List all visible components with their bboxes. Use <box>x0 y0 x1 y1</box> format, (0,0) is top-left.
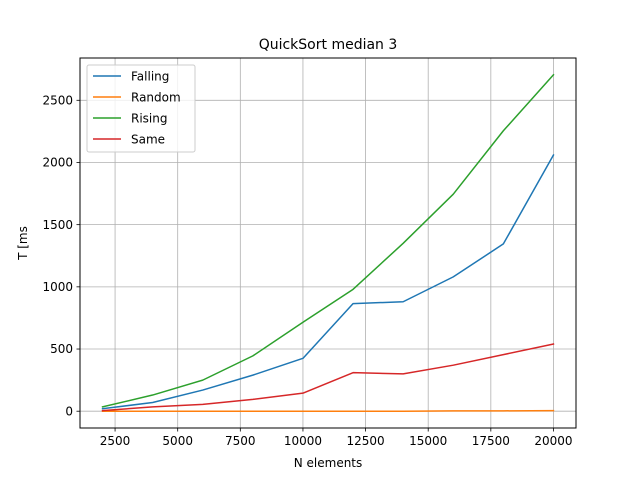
chart-title: QuickSort median 3 <box>259 37 398 53</box>
y-tick-label: 1000 <box>42 280 73 294</box>
legend-label-same: Same <box>131 133 165 147</box>
y-tick-label: 2500 <box>42 93 73 107</box>
y-axis-label: T [ms <box>16 226 30 261</box>
y-tick-label: 0 <box>65 404 73 418</box>
x-tick-label: 7500 <box>225 434 256 448</box>
series-line-same <box>101 343 555 412</box>
x-tick-label: 15000 <box>409 434 447 448</box>
legend-box <box>86 64 196 153</box>
plot-frame <box>79 57 577 429</box>
x-tick-label: 2500 <box>100 434 131 448</box>
series-line-falling <box>101 153 555 410</box>
legend-label-falling: Falling <box>131 70 169 84</box>
legend-label-rising: Rising <box>131 112 167 126</box>
x-axis-label: N elements <box>294 456 363 470</box>
legend-label-random: Random <box>131 91 181 105</box>
series-lines <box>101 73 555 412</box>
y-tick-label: 500 <box>50 342 73 356</box>
legend: Falling Random Rising Same <box>86 64 196 153</box>
x-tick-label: 17500 <box>472 434 510 448</box>
y-tick-label: 1500 <box>42 218 73 232</box>
y-tick-label: 2000 <box>42 156 73 170</box>
x-tick-label: 20000 <box>534 434 572 448</box>
x-tick-label: 10000 <box>284 434 322 448</box>
x-tick-label: 12500 <box>346 434 384 448</box>
x-tick-label: 5000 <box>162 434 193 448</box>
axis-ticks: 2500 5000 7500 10000 12500 15000 17500 20000 0 50… <box>42 93 572 448</box>
series-line-rising <box>101 73 555 408</box>
series-line-random <box>101 409 555 412</box>
